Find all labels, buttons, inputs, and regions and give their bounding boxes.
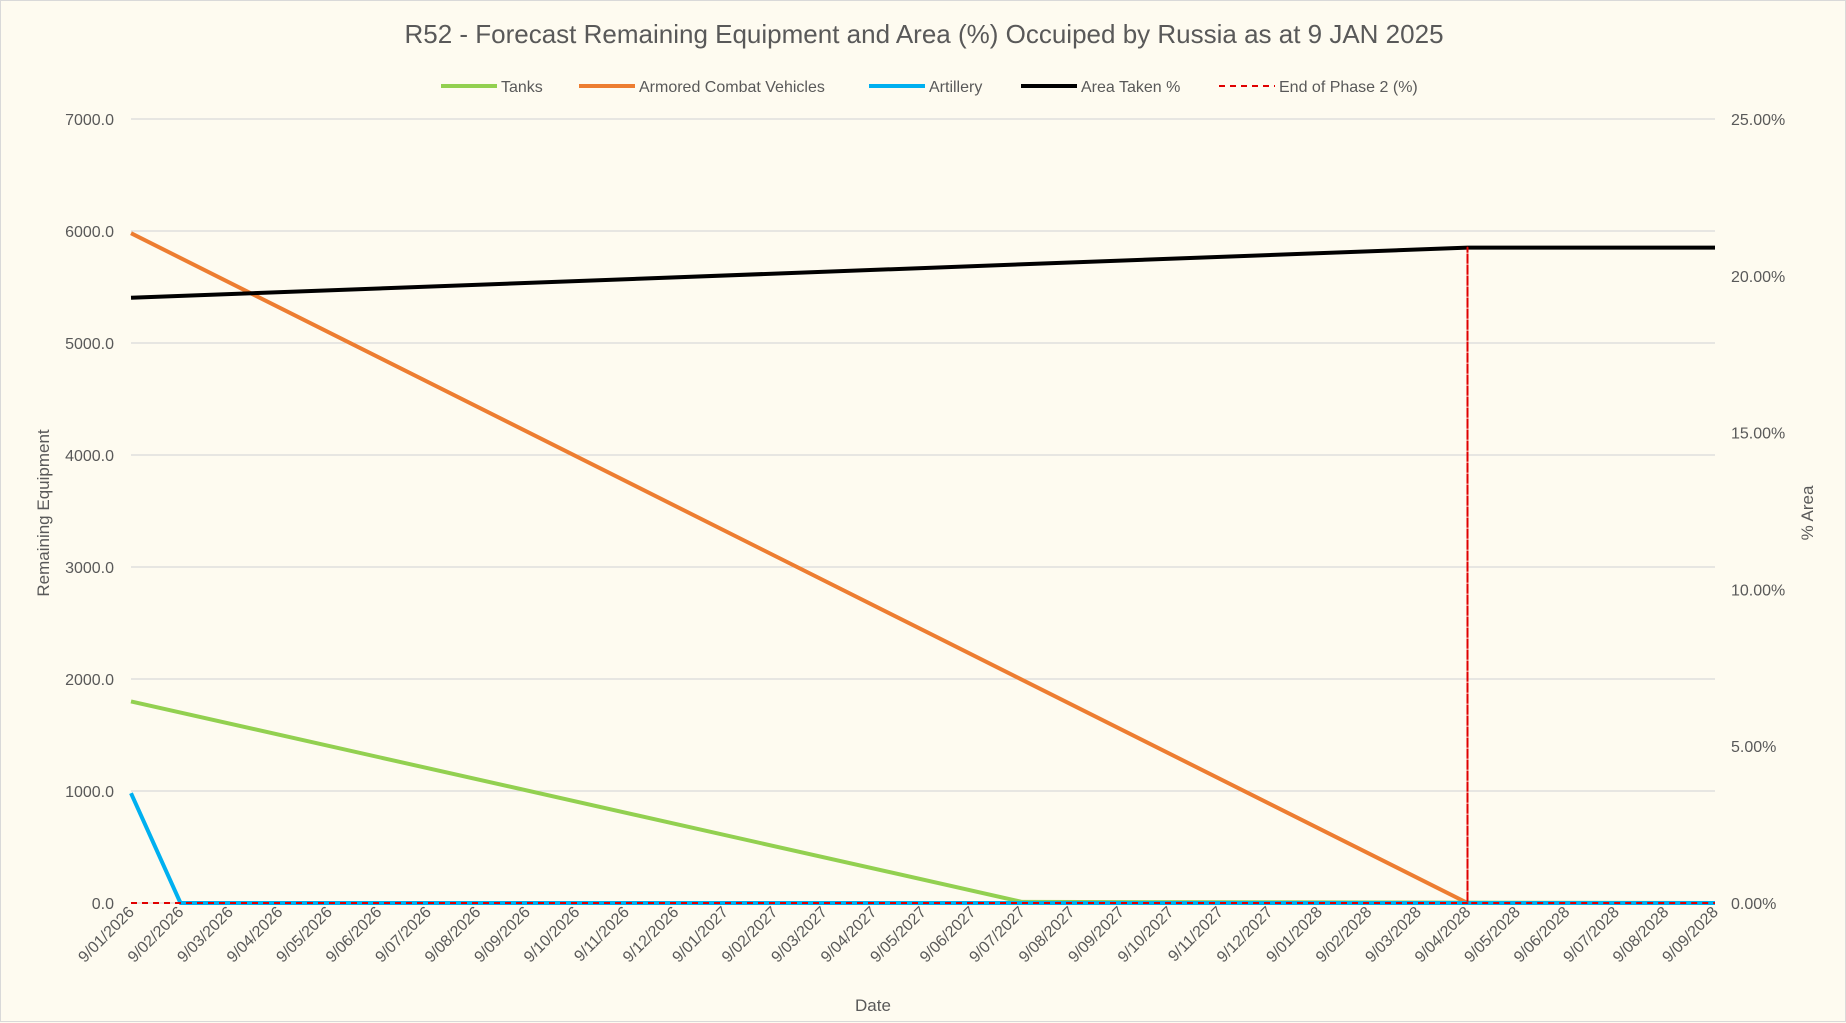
- legend-label: Armored Combat Vehicles: [639, 79, 825, 96]
- y-axis-title: Remaining Equipment: [34, 429, 53, 597]
- y-tick-label: 2000.0: [65, 672, 114, 689]
- y-tick-label: 0.0: [92, 896, 114, 913]
- legend-label: Artillery: [929, 79, 982, 96]
- legend-label: End of Phase 2 (%): [1279, 79, 1418, 96]
- legend-label: Area Taken %: [1081, 79, 1180, 96]
- y2-axis-ticks: 0.00% 5.00% 10.00% 15.00% 20.00% 25.00%: [1731, 112, 1785, 913]
- legend-item-end-of-phase-2: End of Phase 2 (%): [1219, 79, 1418, 96]
- y2-tick-label: 5.00%: [1731, 739, 1776, 756]
- y2-tick-label: 15.00%: [1731, 426, 1785, 443]
- legend-item-tanks: Tanks: [441, 79, 543, 96]
- x-axis-title: Date: [855, 996, 891, 1015]
- legend-label: Tanks: [501, 79, 543, 96]
- series-line-artillery: [129, 792, 1715, 905]
- y2-axis-title: % Area: [1798, 485, 1817, 540]
- chart-title: R52 - Forecast Remaining Equipment and A…: [404, 19, 1443, 49]
- y-axis-ticks: 0.0 1000.0 2000.0 3000.0 4000.0 5000.0 6000.0 7…: [65, 112, 114, 913]
- series-line-tanks: [130, 699, 1716, 905]
- y2-tick-label: 20.00%: [1731, 269, 1785, 286]
- x-axis-ticks: 9/01/20269/02/20269/03/20269/04/20269/05…: [75, 904, 1721, 966]
- series-line-end-of-phase-2: [131, 246, 1715, 904]
- y2-tick-label: 25.00%: [1731, 112, 1785, 129]
- series-line-armored-combat-vehicles: [130, 231, 1715, 905]
- legend-item-artillery: Artillery: [869, 79, 982, 96]
- legend: Tanks Armored Combat Vehicles Artillery Are…: [441, 79, 1418, 96]
- legend-item-area-taken: Area Taken %: [1021, 79, 1180, 96]
- y-tick-label: 4000.0: [65, 448, 114, 465]
- y-tick-label: 6000.0: [65, 224, 114, 241]
- y-tick-label: 1000.0: [65, 784, 114, 801]
- y-tick-label: 7000.0: [65, 112, 114, 129]
- y-tick-label: 3000.0: [65, 560, 114, 577]
- y-tick-label: 5000.0: [65, 336, 114, 353]
- y2-tick-label: 0.00%: [1731, 896, 1776, 913]
- y2-tick-label: 10.00%: [1731, 582, 1785, 599]
- gridlines: [131, 118, 1715, 904]
- series-line-area-taken: [130, 245, 1715, 300]
- legend-item-armored-combat-vehicles: Armored Combat Vehicles: [579, 79, 825, 96]
- series-layer: [129, 231, 1716, 905]
